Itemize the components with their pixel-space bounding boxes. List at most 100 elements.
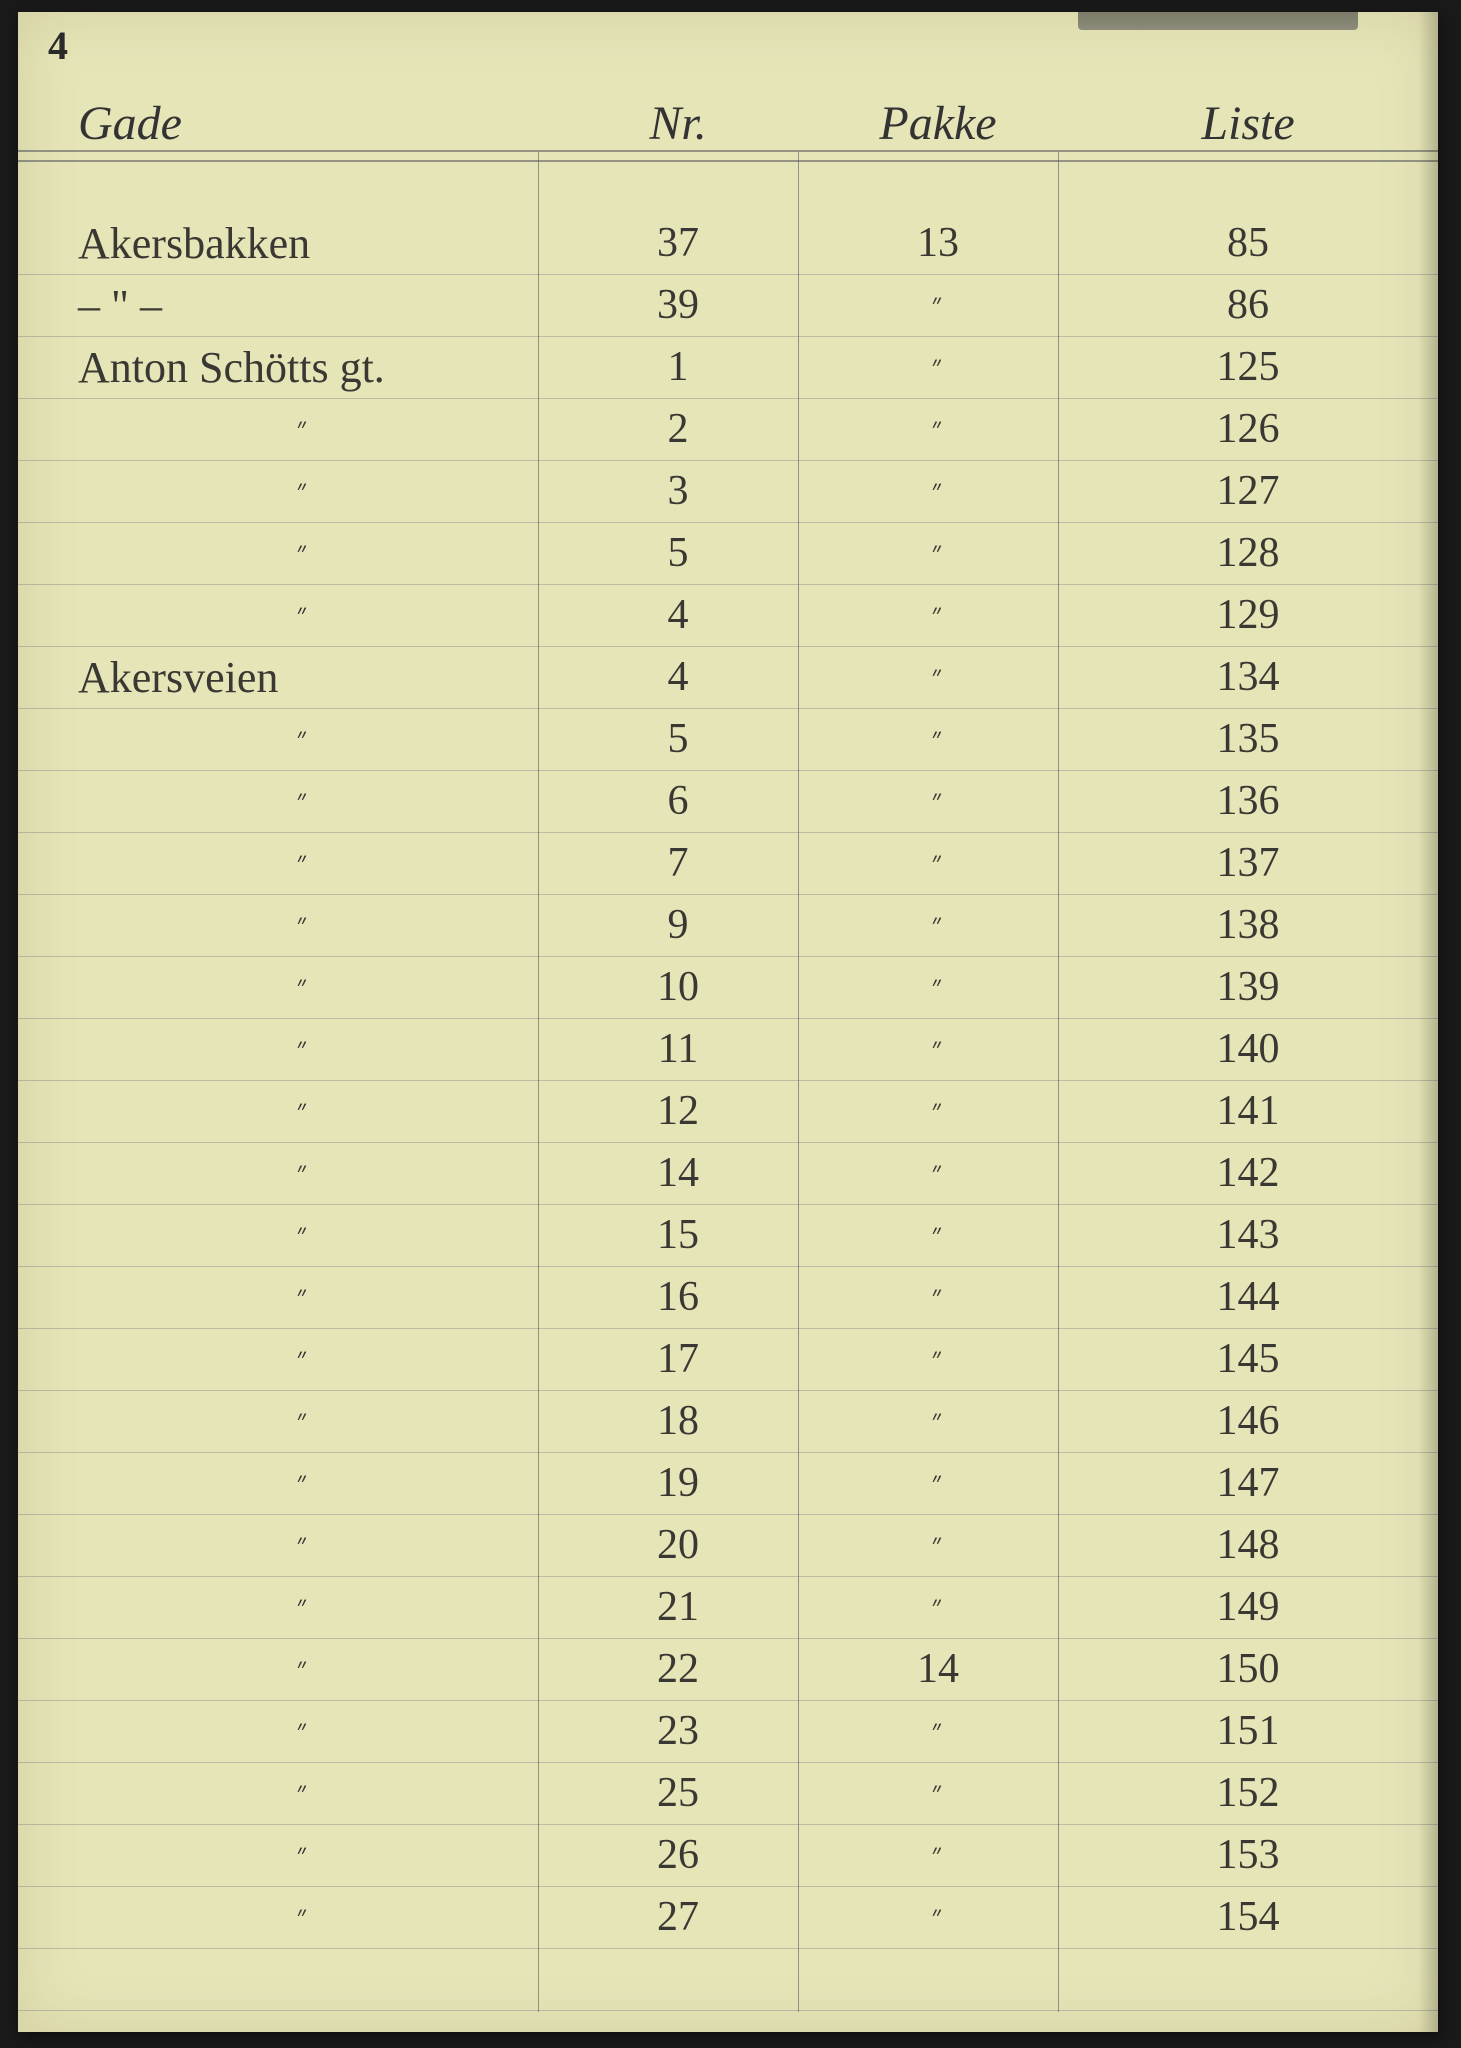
- cell-liste: 85: [1098, 212, 1398, 274]
- table-row: ״10״139: [18, 956, 1438, 1018]
- ledger-page: 4 Gade Nr. Pakke Liste Akersbakken371385…: [18, 12, 1438, 2032]
- table-row: ״5״128: [18, 522, 1438, 584]
- cell-gade: ״: [78, 522, 528, 584]
- cell-nr: 7: [578, 832, 778, 894]
- ditto-mark: ״: [932, 1839, 945, 1871]
- table-row: Anton Schötts gt.1״125: [18, 336, 1438, 398]
- cell-nr: 22: [578, 1638, 778, 1700]
- cell-nr: 17: [578, 1328, 778, 1390]
- cell-nr: 37: [578, 212, 778, 274]
- ditto-mark: ״: [297, 1529, 310, 1561]
- cell-nr: 21: [578, 1576, 778, 1638]
- cell-pakke: ״: [818, 522, 1058, 584]
- header-pakke: Pakke: [818, 92, 1058, 154]
- cell-liste: 142: [1098, 1142, 1398, 1204]
- ditto-mark: ״: [932, 289, 945, 321]
- table-row: ״25״152: [18, 1762, 1438, 1824]
- cell-nr: 1: [578, 336, 778, 398]
- cell-nr: 20: [578, 1514, 778, 1576]
- cell-nr: 19: [578, 1452, 778, 1514]
- cell-nr: 11: [578, 1018, 778, 1080]
- cell-gade: ״: [78, 1638, 528, 1700]
- cell-liste: 140: [1098, 1018, 1398, 1080]
- cell-pakke: ״: [818, 274, 1058, 336]
- ditto-mark: ״: [932, 475, 945, 507]
- table-row: ״23״151: [18, 1700, 1438, 1762]
- cell-liste: 144: [1098, 1266, 1398, 1328]
- table-row: ״14״142: [18, 1142, 1438, 1204]
- cell-pakke: 13: [818, 212, 1058, 274]
- cell-liste: 135: [1098, 708, 1398, 770]
- ditto-mark: ״: [932, 1529, 945, 1561]
- cell-gade: ״: [78, 1142, 528, 1204]
- cell-liste: 125: [1098, 336, 1398, 398]
- cell-liste: 141: [1098, 1080, 1398, 1142]
- cell-pakke: ״: [818, 1514, 1058, 1576]
- cell-liste: 146: [1098, 1390, 1398, 1452]
- ditto-mark: ״: [932, 1095, 945, 1127]
- ditto-mark: ״: [297, 1157, 310, 1189]
- ditto-mark: ״: [297, 1343, 310, 1375]
- cell-nr: 26: [578, 1824, 778, 1886]
- cell-pakke: ״: [818, 770, 1058, 832]
- ditto-mark: ״: [932, 1405, 945, 1437]
- cell-liste: 127: [1098, 460, 1398, 522]
- cell-nr: 39: [578, 274, 778, 336]
- ditto-mark: ״: [297, 971, 310, 1003]
- ditto-mark: ״: [297, 1219, 310, 1251]
- ditto-mark: ״: [932, 1591, 945, 1623]
- cell-gade: ״: [78, 1452, 528, 1514]
- cell-liste: 139: [1098, 956, 1398, 1018]
- table-row: ״20״148: [18, 1514, 1438, 1576]
- ditto-mark: ״: [297, 909, 310, 941]
- cell-gade: ״: [78, 1700, 528, 1762]
- ditto-mark: ״: [297, 1467, 310, 1499]
- ditto-mark: ״: [932, 1715, 945, 1747]
- cell-pakke: ״: [818, 1762, 1058, 1824]
- ditto-mark: ״: [297, 1653, 310, 1685]
- cell-gade: ״: [78, 770, 528, 832]
- table-row: ״9״138: [18, 894, 1438, 956]
- cell-gade: ״: [78, 956, 528, 1018]
- cell-liste: 137: [1098, 832, 1398, 894]
- cell-gade: ״: [78, 1576, 528, 1638]
- table-row: ״3״127: [18, 460, 1438, 522]
- cell-gade: ״: [78, 1762, 528, 1824]
- ditto-mark: ״: [932, 599, 945, 631]
- ditto-mark: ״: [932, 971, 945, 1003]
- table-row: ״5״135: [18, 708, 1438, 770]
- cell-gade: ״: [78, 398, 528, 460]
- ditto-mark: ״: [297, 785, 310, 817]
- ditto-mark: ״: [932, 537, 945, 569]
- cell-pakke: ״: [818, 1700, 1058, 1762]
- table-row: ״27״154: [18, 1886, 1438, 1948]
- cell-gade: Anton Schötts gt.: [78, 336, 528, 398]
- ditto-mark: ״: [297, 599, 310, 631]
- cell-pakke: ״: [818, 1266, 1058, 1328]
- table-row: ״21״149: [18, 1576, 1438, 1638]
- cell-liste: 143: [1098, 1204, 1398, 1266]
- ditto-mark: ״: [297, 847, 310, 879]
- ditto-mark: ״: [297, 723, 310, 755]
- ditto-mark: ״: [297, 475, 310, 507]
- cell-nr: 5: [578, 522, 778, 584]
- cell-pakke: ״: [818, 1576, 1058, 1638]
- cell-liste: 86: [1098, 274, 1398, 336]
- cell-nr: 4: [578, 584, 778, 646]
- cell-pakke: ״: [818, 832, 1058, 894]
- table-header-row: Gade Nr. Pakke Liste: [18, 92, 1438, 154]
- cell-pakke: ״: [818, 1018, 1058, 1080]
- cell-liste: 154: [1098, 1886, 1398, 1948]
- ditto-mark: ״: [932, 785, 945, 817]
- table-row: ״2״126: [18, 398, 1438, 460]
- cell-pakke: ״: [818, 460, 1058, 522]
- cell-pakke: ״: [818, 894, 1058, 956]
- ditto-mark: ״: [297, 1839, 310, 1871]
- table-row: ״4״129: [18, 584, 1438, 646]
- ditto-mark: ״: [932, 1033, 945, 1065]
- table-row: ״11״140: [18, 1018, 1438, 1080]
- ditto-mark: ״: [297, 1591, 310, 1623]
- cell-pakke: ״: [818, 1390, 1058, 1452]
- cell-gade: Akersveien: [78, 646, 528, 708]
- cell-pakke: ״: [818, 956, 1058, 1018]
